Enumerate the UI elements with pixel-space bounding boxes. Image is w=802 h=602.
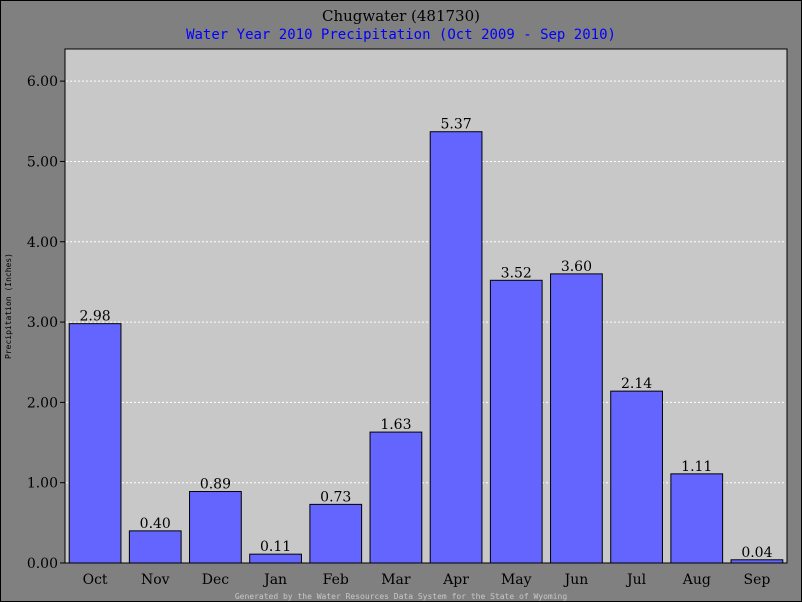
chart-subtitle: Water Year 2010 Precipitation (Oct 2009 … xyxy=(186,27,616,43)
x-category-label: Oct xyxy=(83,572,108,588)
gridlines xyxy=(66,80,786,484)
data-label: 0.11 xyxy=(260,539,291,555)
x-category-label: Nov xyxy=(141,572,170,588)
bar-jun xyxy=(550,273,603,564)
footer-credit: Generated by the Water Resources Data Sy… xyxy=(235,592,568,601)
data-label: 0.89 xyxy=(200,477,231,493)
bar-sep xyxy=(730,559,784,564)
bar-oct xyxy=(68,323,122,564)
bar-mar xyxy=(369,431,423,564)
y-tick-label: 6.00 xyxy=(27,74,58,90)
bar-dec xyxy=(189,491,242,564)
x-category-label: Apr xyxy=(442,572,469,588)
x-category-label: Sep xyxy=(743,572,770,588)
bars xyxy=(68,131,784,564)
x-category-label: Jul xyxy=(625,572,647,588)
bar-jul xyxy=(610,390,663,564)
x-axis-categories: Oct Nov Dec Jan Feb Mar Apr May Jun Jul Aug Sep xyxy=(83,572,771,588)
data-label: 3.52 xyxy=(501,265,532,281)
data-label: 1.63 xyxy=(380,417,411,433)
x-category-label: Aug xyxy=(682,572,711,588)
x-category-label: Jun xyxy=(563,572,589,588)
data-label: 2.98 xyxy=(79,309,110,325)
data-label: 5.37 xyxy=(440,117,471,133)
y-tick-label: 2.00 xyxy=(27,395,58,411)
y-tick-label: 0.00 xyxy=(27,556,58,572)
y-axis-ticks: 0.00 1.00 2.00 3.00 4.00 5.00 6.00 xyxy=(27,74,65,572)
x-category-label: Dec xyxy=(202,572,230,588)
bar-feb xyxy=(309,503,363,564)
plot-area xyxy=(64,48,788,564)
x-category-label: Mar xyxy=(381,572,411,588)
bar-apr xyxy=(429,131,483,564)
data-label: 2.14 xyxy=(621,376,652,392)
data-label: 1.11 xyxy=(681,459,712,475)
x-category-label: Feb xyxy=(323,572,349,588)
data-label: 0.04 xyxy=(741,545,772,561)
y-tick-label: 5.00 xyxy=(27,154,58,170)
x-category-label: May xyxy=(501,572,532,588)
y-axis-label: Precipitation (Inches) xyxy=(4,253,13,359)
data-labels: 2.98 0.40 0.89 0.11 0.73 1.63 5.37 3.52 3.60 2.14… xyxy=(79,117,772,561)
data-label: 0.40 xyxy=(140,516,171,532)
bar-aug xyxy=(670,473,724,564)
y-tick-label: 4.00 xyxy=(27,235,58,251)
bar-jan xyxy=(249,553,302,564)
y-tick-label: 3.00 xyxy=(27,315,58,331)
y-tick-label: 1.00 xyxy=(27,476,58,492)
data-label: 3.60 xyxy=(561,259,592,275)
bar-may xyxy=(489,279,543,564)
bar-nov xyxy=(128,530,182,564)
x-category-label: Jan xyxy=(262,572,287,588)
chart-title: Chugwater (481730) xyxy=(322,7,480,25)
data-label: 0.73 xyxy=(320,489,351,505)
